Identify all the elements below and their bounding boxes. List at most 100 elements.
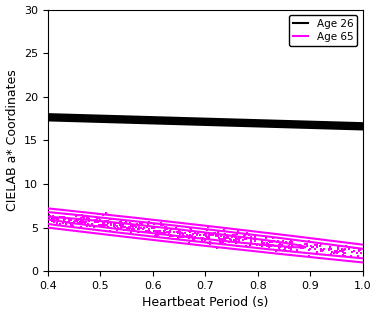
Point [261,240,267,245]
Point [144,228,150,233]
Point [51,215,57,220]
Point [341,123,347,129]
Point [127,223,133,228]
Point [115,221,121,226]
Point [268,243,274,249]
Point [252,234,258,239]
Point [130,226,136,231]
Point [84,224,90,229]
Point [173,225,179,230]
Point [284,244,290,249]
Point [338,249,344,254]
Point [188,226,194,232]
Point [332,249,338,254]
Point [365,250,371,255]
Point [308,243,314,249]
Point [125,225,131,230]
Point [65,219,71,224]
Point [215,234,221,239]
Point [127,225,133,230]
Point [77,220,83,225]
Point [234,228,241,233]
Point [242,120,248,125]
Point [184,233,190,238]
Point [116,222,123,227]
Point [2,209,8,215]
Point [118,219,124,224]
Point [17,214,23,219]
Point [228,119,234,124]
Point [146,226,152,231]
Point [356,249,362,254]
Point [221,238,227,243]
Point [168,227,174,232]
Point [349,250,355,255]
Point [49,216,55,221]
Point [271,121,277,126]
Point [38,217,44,222]
Point [221,228,227,233]
Point [320,248,326,253]
Point [202,232,208,237]
Point [155,224,161,229]
Point [187,229,193,234]
Point [129,219,135,224]
Point [175,229,181,234]
Point [152,225,158,230]
Point [8,112,14,117]
Point [187,225,193,230]
Point [61,218,67,223]
Point [223,238,229,243]
Point [97,223,103,228]
Point [179,230,185,235]
Point [314,249,320,255]
Point [136,229,142,234]
Point [123,220,129,225]
Point [186,228,192,233]
Point [203,232,209,237]
Point [201,240,207,245]
Point [103,116,109,121]
X-axis label: Heartbeat Period (s): Heartbeat Period (s) [142,296,268,309]
Point [129,227,135,232]
Point [205,240,211,245]
Point [192,118,198,123]
Point [103,223,109,228]
Point [143,229,149,234]
Point [288,247,294,252]
Point [268,239,274,244]
Point [273,122,279,127]
Point [246,233,252,238]
Point [60,215,66,220]
Point [60,221,66,226]
Point [97,222,103,227]
Point [304,242,310,247]
Point [285,244,291,249]
Point [234,243,241,249]
Point [62,216,68,221]
Point [340,248,346,253]
Point [26,114,32,119]
Point [211,231,217,236]
Point [125,226,131,231]
Point [202,120,208,125]
Point [46,213,52,218]
Point [31,210,37,215]
Point [101,225,107,230]
Point [356,253,362,258]
Point [370,251,376,256]
Point [97,219,103,224]
Point [120,221,126,226]
Point [288,238,294,243]
Point [103,222,109,227]
Point [89,222,95,227]
Point [13,214,19,219]
Point [342,250,348,255]
Point [141,226,147,231]
Point [127,224,133,229]
Point [228,237,234,242]
Point [308,244,314,249]
Point [207,241,213,246]
Point [288,239,294,244]
Point [176,117,182,122]
